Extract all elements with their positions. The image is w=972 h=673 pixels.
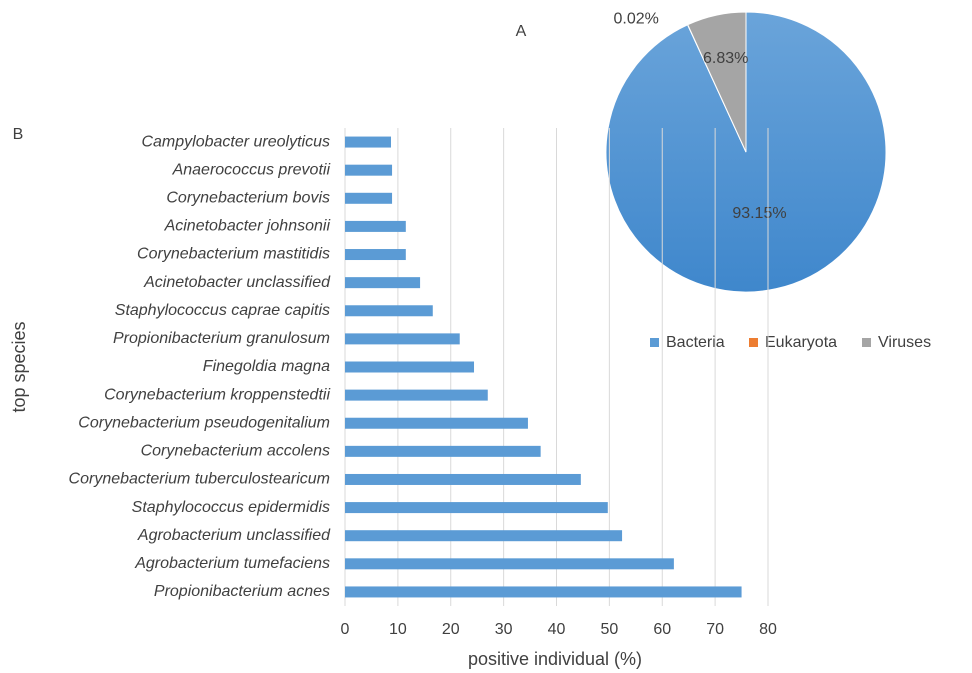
x-tick-label: 30	[495, 621, 513, 638]
y-tick-label: Propionibacterium granulosum	[113, 330, 330, 347]
x-tick-label: 10	[389, 621, 407, 638]
legend-label: Bacteria	[666, 334, 725, 351]
bar	[345, 249, 406, 261]
x-tick-label: 60	[653, 621, 671, 638]
y-tick-label: Corynebacterium bovis	[166, 190, 330, 207]
bar	[345, 586, 742, 598]
legend-label: Eukaryota	[765, 334, 837, 351]
y-tick-label: Corynebacterium mastitidis	[137, 246, 330, 263]
bar	[345, 277, 421, 289]
y-tick-label: Corynebacterium tuberculostearicum	[69, 471, 330, 488]
legend-swatch	[862, 338, 871, 347]
x-tick-label: 50	[600, 621, 618, 638]
bar	[345, 164, 393, 176]
y-tick-label: Acinetobacter johnsonii	[164, 218, 331, 235]
pie-label: 0.02%	[613, 10, 658, 27]
y-tick-label: Agrobacterium tumefaciens	[134, 555, 330, 572]
bar	[345, 333, 460, 345]
bar	[345, 558, 674, 570]
panel-label: A	[516, 23, 527, 40]
x-axis-title: positive individual (%)	[468, 649, 642, 669]
bar	[345, 530, 623, 542]
y-tick-label: Agrobacterium unclassified	[137, 527, 331, 544]
bar	[345, 473, 581, 485]
x-tick-label: 0	[341, 621, 350, 638]
y-tick-label: Campylobacter ureolyticus	[141, 133, 330, 150]
y-tick-label: Acinetobacter unclassified	[143, 274, 331, 291]
y-tick-label: Anaerococcus prevotii	[172, 161, 331, 178]
bar	[345, 192, 393, 204]
x-tick-label: 80	[759, 621, 777, 638]
y-axis-title: top species	[9, 321, 29, 412]
bar	[345, 220, 406, 232]
y-tick-label: Staphylococcus epidermidis	[132, 499, 330, 516]
bar	[345, 136, 392, 148]
x-tick-label: 70	[706, 621, 724, 638]
y-tick-label: Corynebacterium accolens	[141, 443, 330, 460]
legend-label: Viruses	[878, 334, 931, 351]
bar	[345, 502, 608, 514]
pie-slice	[687, 11, 747, 153]
y-tick-label: Finegoldia magna	[203, 358, 330, 375]
y-tick-label: Corynebacterium pseudogenitalium	[78, 414, 330, 431]
y-tick-label: Corynebacterium kroppenstedtii	[104, 386, 330, 403]
bar	[345, 389, 488, 401]
pie-label: 93.15%	[732, 205, 786, 222]
legend-swatch	[650, 338, 659, 347]
y-tick-label: Staphylococcus caprae capitis	[115, 302, 330, 319]
pie-label: 6.83%	[703, 50, 748, 67]
bar	[345, 305, 433, 317]
x-tick-label: 20	[442, 621, 460, 638]
bar	[345, 361, 475, 373]
y-tick-label: Propionibacterium acnes	[154, 583, 330, 600]
legend-swatch	[749, 338, 758, 347]
bar	[345, 417, 528, 429]
x-tick-label: 40	[548, 621, 566, 638]
bar	[345, 445, 541, 457]
panel-label: B	[13, 126, 24, 143]
